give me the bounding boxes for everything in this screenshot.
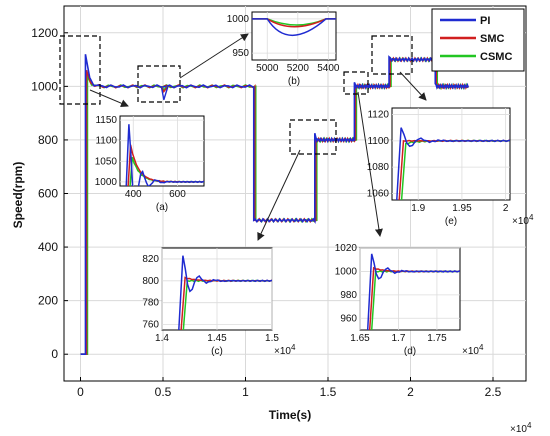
x-tick-label: 2.5 — [485, 385, 502, 399]
inset-series-pi — [178, 255, 272, 330]
callout-e-box — [371, 35, 413, 75]
callout-b-box — [137, 65, 181, 103]
y-tick-label: 400 — [38, 240, 58, 254]
inset-series-pi — [366, 253, 460, 330]
zoom-inset-c: 760 780 800 820 1.4 1.45 1.5×104 (c) — [142, 247, 296, 357]
inset-x-tick-label: 5200 — [287, 63, 310, 74]
callout-markers — [59, 33, 427, 241]
inset-frame — [119, 115, 205, 187]
zoom-inset-a: 1000 1050 1100 1150 400 600(a) — [95, 115, 205, 213]
inset-y-tick-label: 1000 — [227, 14, 250, 25]
x-tick-label: 1.5 — [320, 385, 337, 399]
inset-series-pi — [125, 124, 204, 186]
inset-y-tick-label: 760 — [142, 320, 159, 331]
inset-x-tick-label: 400 — [125, 189, 142, 200]
inset-series-pi — [252, 18, 336, 36]
legend-label-smc: SMC — [480, 33, 505, 45]
inset-y-tick-label: 780 — [142, 298, 159, 309]
inset-y-tick-label: 1050 — [95, 156, 118, 167]
x-tick-label: 0.5 — [155, 385, 172, 399]
inset-label: (a) — [156, 202, 168, 213]
inset-y-tick-label: 1100 — [367, 136, 389, 147]
inset-x-tick-label: 1.95 — [452, 203, 472, 214]
inset-x-tick-label: 1.5 — [265, 333, 279, 344]
zoom-insets: 1000 1050 1100 1150 400 600(a) 950 1000 5000 5200… — [95, 11, 534, 357]
inset-label: (b) — [288, 76, 300, 87]
y-tick-label: 800 — [38, 133, 58, 147]
x-multiplier: ×104 — [510, 421, 532, 435]
y-tick-label: 1000 — [31, 79, 58, 93]
x-tick-label: 0 — [77, 385, 84, 399]
callout-arrow — [89, 89, 129, 107]
zoom-inset-d: 960 980 1000 1020 1.65 1.7 1.75 ×104 (d) — [335, 243, 484, 357]
callout-arrow — [357, 91, 383, 237]
callout-arrow — [399, 71, 427, 101]
inset-y-tick-label: 1120 — [367, 110, 389, 121]
inset-y-tick-label: 1060 — [367, 188, 390, 199]
inset-x-tick-label: 1.65 — [350, 333, 370, 344]
disturbance-dip-pi — [160, 86, 169, 100]
inset-x-tick-label: 1.75 — [427, 333, 447, 344]
callout-arrow — [257, 149, 301, 241]
inset-y-tick-label: 960 — [340, 313, 357, 324]
inset-frame — [359, 247, 461, 331]
inset-y-tick-label: 1080 — [367, 162, 390, 173]
inset-label: (d) — [404, 346, 416, 357]
inset-x-multiplier: ×104 — [274, 343, 296, 357]
inset-y-tick-label: 1000 — [335, 266, 358, 277]
zoom-inset-b: 950 1000 5000 5200 5400 (b) — [227, 11, 340, 87]
y-axis-label: Speed(rpm) — [11, 162, 25, 229]
y-tick-label: 1200 — [31, 26, 58, 40]
inset-x-multiplier: ×104 — [462, 343, 484, 357]
inset-x-tick-label: 5400 — [317, 63, 340, 74]
legend: PI SMC CSMC — [431, 8, 525, 72]
inset-x-tick-label: 1.7 — [392, 333, 406, 344]
inset-y-tick-label: 1150 — [95, 115, 117, 126]
x-tick-label: 1 — [242, 385, 249, 399]
inset-x-tick-label: 1.45 — [207, 333, 227, 344]
callout-a-box — [59, 35, 101, 105]
y-tick-label: 600 — [38, 187, 58, 201]
inset-series-pi — [396, 127, 510, 200]
inset-frame — [391, 107, 511, 201]
zoom-inset-e: 1060 1080 1100 1120 1.9 1.95 2×104 (e) — [367, 107, 534, 227]
callout-arrow — [179, 33, 249, 79]
inset-y-tick-label: 800 — [142, 276, 159, 287]
inset-label: (e) — [445, 216, 457, 227]
main-ticks: 0 200 400 600 800 1000 1200 0 0.5 1 1.5 2 2.5 — [31, 26, 501, 399]
inset-x-tick-label: 1.9 — [411, 203, 425, 214]
legend-label-csmc: CSMC — [480, 51, 512, 63]
callout-d-box — [343, 71, 369, 95]
inset-label: (c) — [211, 346, 223, 357]
y-tick-label: 0 — [51, 347, 58, 361]
inset-x-tick-label: 1.4 — [155, 333, 169, 344]
x-tick-label: 2 — [407, 385, 414, 399]
inset-x-tick-label: 5000 — [256, 63, 279, 74]
y-tick-label: 200 — [38, 294, 58, 308]
inset-x-multiplier: ×104 — [512, 213, 534, 227]
inset-y-tick-label: 820 — [142, 254, 159, 265]
legend-label-pi: PI — [480, 15, 490, 27]
inset-x-tick-label: 2 — [503, 203, 509, 214]
inset-y-tick-label: 950 — [232, 48, 249, 59]
inset-y-tick-label: 1100 — [95, 136, 117, 147]
inset-y-tick-label: 1020 — [335, 243, 358, 254]
x-axis-label: Time(s) — [269, 408, 311, 422]
inset-y-tick-label: 1000 — [95, 177, 118, 188]
inset-y-tick-label: 980 — [340, 290, 357, 301]
inset-x-tick-label: 600 — [169, 189, 186, 200]
